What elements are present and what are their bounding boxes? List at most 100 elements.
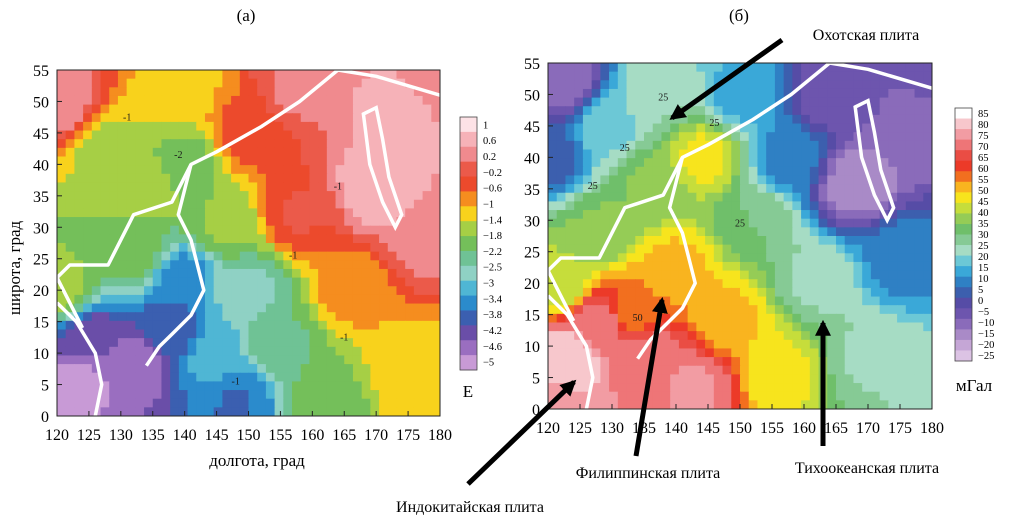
heatmap-cell — [905, 97, 916, 107]
heatmap-cell — [178, 70, 189, 80]
heatmap-cell — [914, 123, 924, 133]
heatmap-cell — [897, 313, 907, 324]
heatmap-cell — [617, 218, 628, 228]
heatmap-cell — [757, 80, 767, 90]
heatmap-cell — [687, 227, 697, 237]
heatmap-cell — [422, 208, 432, 218]
heatmap-cell — [370, 398, 380, 408]
heatmap-cell — [766, 158, 776, 168]
heatmap-cell — [844, 158, 855, 168]
heatmap-cell — [265, 398, 276, 408]
heatmap-cell — [591, 357, 601, 367]
contour-label: -2 — [174, 150, 182, 161]
heatmap-cell — [844, 80, 855, 90]
heatmap-cell — [100, 320, 110, 331]
heatmap-cell — [766, 339, 776, 350]
heatmap-cell — [109, 113, 119, 123]
heatmap-cell — [326, 390, 337, 400]
heatmap-cell — [135, 78, 145, 88]
heatmap-cell — [774, 348, 785, 358]
heatmap-cell — [879, 184, 889, 194]
heatmap-cell — [74, 199, 84, 209]
colorbar-tick-label: −3 — [483, 279, 494, 290]
heatmap-cell — [836, 322, 846, 332]
heatmap-cell — [635, 279, 645, 289]
heatmap-cell — [774, 63, 785, 73]
heatmap-cell — [300, 78, 311, 88]
heatmap-cell — [326, 199, 337, 209]
heatmap-cell — [766, 97, 776, 107]
heatmap-cell — [652, 201, 663, 211]
heatmap-cell — [713, 287, 724, 298]
heatmap-cell — [696, 313, 706, 324]
heatmap-cell — [431, 113, 440, 123]
x-tick-label: 145 — [696, 420, 720, 437]
heatmap-cell — [722, 322, 732, 332]
heatmap-cell — [352, 78, 363, 88]
heatmap-cell — [670, 140, 680, 151]
heatmap-cell — [222, 147, 232, 158]
heatmap-cell — [897, 391, 907, 401]
heatmap-cell — [361, 182, 371, 192]
heatmap-cell — [609, 88, 619, 99]
heatmap-cell — [265, 70, 276, 80]
heatmap-cell — [422, 294, 432, 305]
plate-boundary-line — [337, 70, 440, 97]
heatmap-cell — [591, 244, 601, 254]
heatmap-cell — [879, 149, 889, 159]
heatmap-cell — [196, 355, 206, 365]
heatmap-cell — [196, 182, 206, 192]
heatmap-cell — [152, 130, 163, 140]
heatmap-cell — [405, 320, 415, 331]
heatmap-cell — [370, 372, 380, 382]
heatmap-cell — [862, 218, 872, 228]
heatmap-cell — [548, 88, 558, 99]
heatmap-cell — [352, 364, 363, 374]
heatmap-cell — [248, 294, 258, 305]
heatmap-cell — [292, 156, 302, 166]
heatmap-cell — [905, 313, 916, 324]
heatmap-cell — [565, 227, 575, 237]
heatmap-cell — [152, 182, 163, 192]
heatmap-cell — [274, 165, 284, 175]
heatmap-cell — [135, 104, 145, 114]
heatmap-cell — [670, 88, 680, 99]
heatmap-cell — [170, 225, 180, 235]
heatmap-cell — [574, 201, 584, 211]
heatmap-cell — [257, 70, 267, 80]
heatmap-cell — [670, 331, 680, 341]
heatmap-cell — [379, 113, 389, 123]
heatmap-cell — [818, 236, 828, 246]
heatmap-cell — [204, 225, 215, 235]
colorbar-swatch — [955, 213, 972, 225]
heatmap-cell — [548, 123, 558, 133]
heatmap-cell — [187, 277, 197, 287]
heatmap-cell — [144, 277, 154, 287]
heatmap-cell — [888, 210, 898, 220]
heatmap-cell — [422, 338, 432, 348]
heatmap-cell — [57, 277, 67, 287]
heatmap-cell — [413, 320, 424, 331]
heatmap-cell — [853, 339, 863, 350]
heatmap-cell — [265, 78, 276, 88]
heatmap-cell — [74, 191, 84, 201]
heatmap-cell — [204, 156, 215, 166]
heatmap-cell — [370, 407, 380, 416]
heatmap-cell — [135, 182, 145, 192]
heatmap-cell — [783, 391, 793, 401]
heatmap-cell — [335, 225, 345, 235]
heatmap-cell — [644, 132, 654, 142]
heatmap-cell — [405, 199, 415, 209]
heatmap-cell — [204, 338, 215, 348]
heatmap-cell — [870, 400, 881, 409]
heatmap-cell — [661, 88, 671, 99]
heatmap-cell — [117, 217, 128, 227]
heatmap-cell — [626, 244, 636, 254]
heatmap-cell — [178, 260, 189, 270]
heatmap-cell — [722, 261, 732, 272]
heatmap-cell — [74, 139, 84, 149]
heatmap-cell — [600, 391, 610, 401]
heatmap-cell — [335, 78, 345, 88]
heatmap-cell — [117, 381, 128, 391]
heatmap-cell — [696, 348, 706, 358]
